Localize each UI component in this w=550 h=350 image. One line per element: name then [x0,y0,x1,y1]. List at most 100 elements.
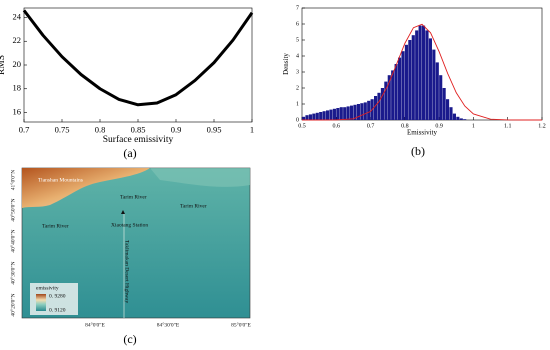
histogram-bar [432,49,436,120]
x-tick-label: 0.85 [131,124,146,134]
x-tick-label: 1.1 [504,123,512,129]
x-tick-label: 0.9 [171,124,182,134]
x-tick-label: 1 [472,123,475,129]
histogram-bar [308,114,312,120]
lat-label: 41°0'0"N [9,170,16,190]
histogram-bar [363,102,367,120]
histogram-bar [377,92,381,120]
histogram-bar [305,115,309,120]
histogram-bar [391,70,395,120]
histogram-bar [326,110,330,120]
x-tick-label: 0.6 [333,123,341,129]
histogram-bar [428,38,432,120]
y-tick-label: 1 [296,101,299,107]
panel-label: (c) [123,332,136,346]
histogram-bar [343,107,347,120]
histogram-bar [418,25,422,121]
histogram-bar [356,104,360,120]
histogram-bar [401,51,405,121]
x-axis-label: Surface emissivity [103,134,174,145]
histogram-bar [459,118,463,120]
light-area [150,168,250,187]
histogram-bar [346,106,350,120]
histogram-bar [394,64,398,120]
map-panel: Tianshan Mountains Tarim River Tarim Riv… [9,167,252,346]
panel-label: (b) [411,144,425,158]
place-label: Xiaotang Station [111,222,148,228]
x-tick-label: 0.7 [19,124,30,134]
y-tick-label: 7 [296,5,299,11]
histogram-bar [384,81,388,120]
histogram-bar [435,62,439,120]
histogram-bar [425,30,429,120]
histogram-bar [452,113,456,120]
y-axis-label: Density [282,53,290,75]
legend-max: 0. 9280 [49,293,66,299]
histogram-bar [332,108,336,120]
histogram-bar [415,30,419,120]
histogram-bar [446,99,450,120]
x-tick-label: 0.75 [55,124,70,134]
x-tick-label: 1 [250,124,254,134]
lon-label: 84°0'0"E [85,321,105,328]
histogram-bar [329,109,333,120]
histogram-bar [387,75,391,120]
lat-label: 40°20'0"N [9,293,16,316]
x-axis-label: Emissivity [407,129,437,137]
histogram-bar [339,107,343,120]
y-tick-label: 18 [13,83,22,93]
y-tick-label: 0 [296,117,299,123]
histogram-bar [374,96,378,120]
histogram-bar [449,107,453,120]
y-tick-label: 24 [13,11,22,21]
y-axis-label: RMS [0,55,7,75]
histogram-bar [442,88,446,120]
y-tick-label: 3 [296,69,299,75]
lat-label: 40°30'0"N [9,261,16,284]
histogram-bar [398,57,402,120]
histogram-bar [319,112,323,120]
y-tick-label: 4 [296,53,299,59]
histogram-bar [422,25,426,121]
place-label: Tarim River [42,223,69,229]
x-tick-label: 0.9 [435,123,443,129]
x-tick-label: 0.8 [401,123,409,129]
lat-label: 40°50'0"N [9,198,16,221]
histogram-bar [439,75,443,120]
histogram-bar [380,88,384,120]
fit-curve [302,23,542,121]
histogram-bar [360,103,364,120]
histogram-bar [353,104,357,120]
lat-label: 40°40'0"N [9,229,16,252]
lon-label: 84°30'0"E [157,321,180,328]
y-tick-label: 2 [296,85,299,91]
x-tick-label: 0.8 [95,124,106,134]
histogram-bar [315,112,319,120]
x-tick-label: 0.7 [367,123,375,129]
place-label: Taklimakan Desert Highway [124,240,130,303]
histogram-bar [336,108,340,120]
histogram-bar [367,100,371,120]
histogram-bar [350,105,354,120]
y-tick-label: 6 [296,21,299,27]
legend-min: 0. 9120 [49,307,66,313]
x-tick-label: 0.5 [298,123,306,129]
mountain-area [22,168,150,208]
panel-label: (a) [123,146,136,160]
histogram-bar [302,116,306,120]
histogram-bar [322,111,326,120]
place-label: Tianshan Mountains [38,177,83,183]
histogram-bar [408,40,412,120]
histogram-bar [411,35,415,121]
lon-label: 85°0'0"E [231,321,251,328]
x-tick-label: 1.2 [538,123,546,129]
line [22,9,254,107]
histogram-bar [463,119,467,120]
station-marker [121,210,125,214]
place-label: Tarim River [180,203,207,209]
y-tick-label: 5 [296,37,299,43]
histogram-bar [404,44,408,120]
histogram-bar [456,116,460,120]
y-tick-label: 20 [13,59,22,69]
y-tick-label: 22 [13,35,22,45]
